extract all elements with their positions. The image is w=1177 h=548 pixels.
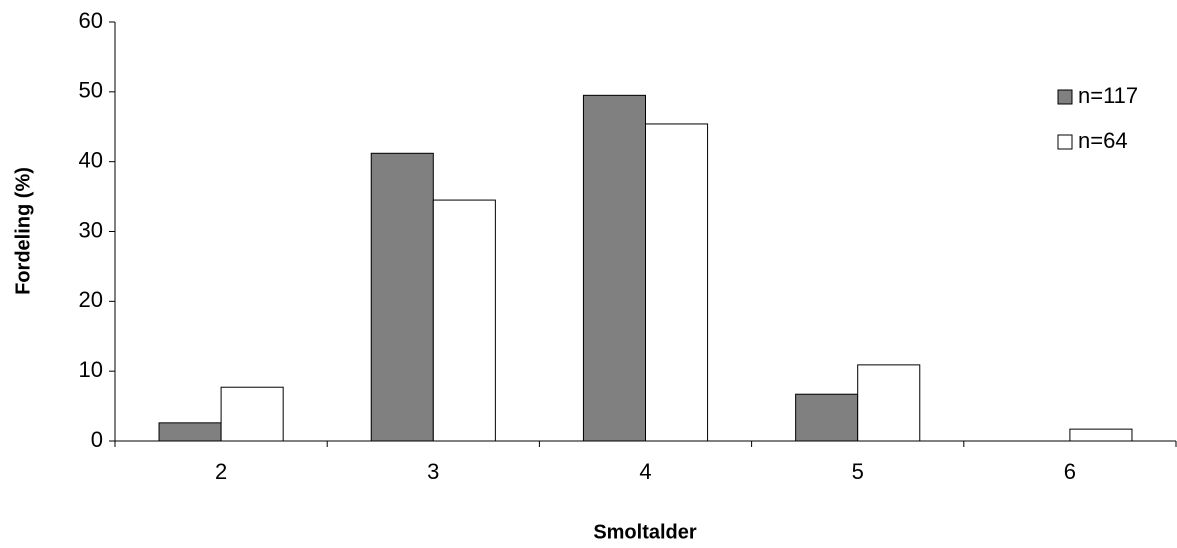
x-tick-label: 5 bbox=[852, 459, 864, 484]
y-tick-label: 40 bbox=[79, 147, 103, 172]
bar bbox=[857, 364, 921, 442]
y-tick-label: 10 bbox=[79, 357, 103, 382]
bar bbox=[1069, 428, 1133, 442]
y-tick-label: 20 bbox=[79, 287, 103, 312]
x-tick-label: 6 bbox=[1064, 459, 1076, 484]
bar bbox=[645, 123, 709, 442]
legend-swatch bbox=[1057, 89, 1073, 105]
x-axis-title: Smoltalder bbox=[593, 521, 697, 543]
y-tick-label: 60 bbox=[79, 8, 103, 33]
legend-label: n=64 bbox=[1078, 128, 1128, 153]
x-tick-label: 2 bbox=[215, 459, 227, 484]
legend-label: n=117 bbox=[1078, 83, 1138, 108]
y-tick-label: 50 bbox=[79, 78, 103, 103]
bar bbox=[220, 386, 284, 442]
y-tick-label: 0 bbox=[91, 427, 103, 452]
x-tick-label: 3 bbox=[427, 459, 439, 484]
x-tick-label: 4 bbox=[639, 459, 651, 484]
bar bbox=[795, 393, 859, 442]
bar bbox=[432, 199, 496, 442]
bar bbox=[158, 422, 222, 442]
y-axis-title: Fordeling (%) bbox=[12, 167, 34, 295]
bar bbox=[582, 94, 647, 442]
y-tick-label: 30 bbox=[79, 217, 103, 242]
bar bbox=[370, 152, 434, 442]
legend-swatch bbox=[1057, 134, 1073, 150]
